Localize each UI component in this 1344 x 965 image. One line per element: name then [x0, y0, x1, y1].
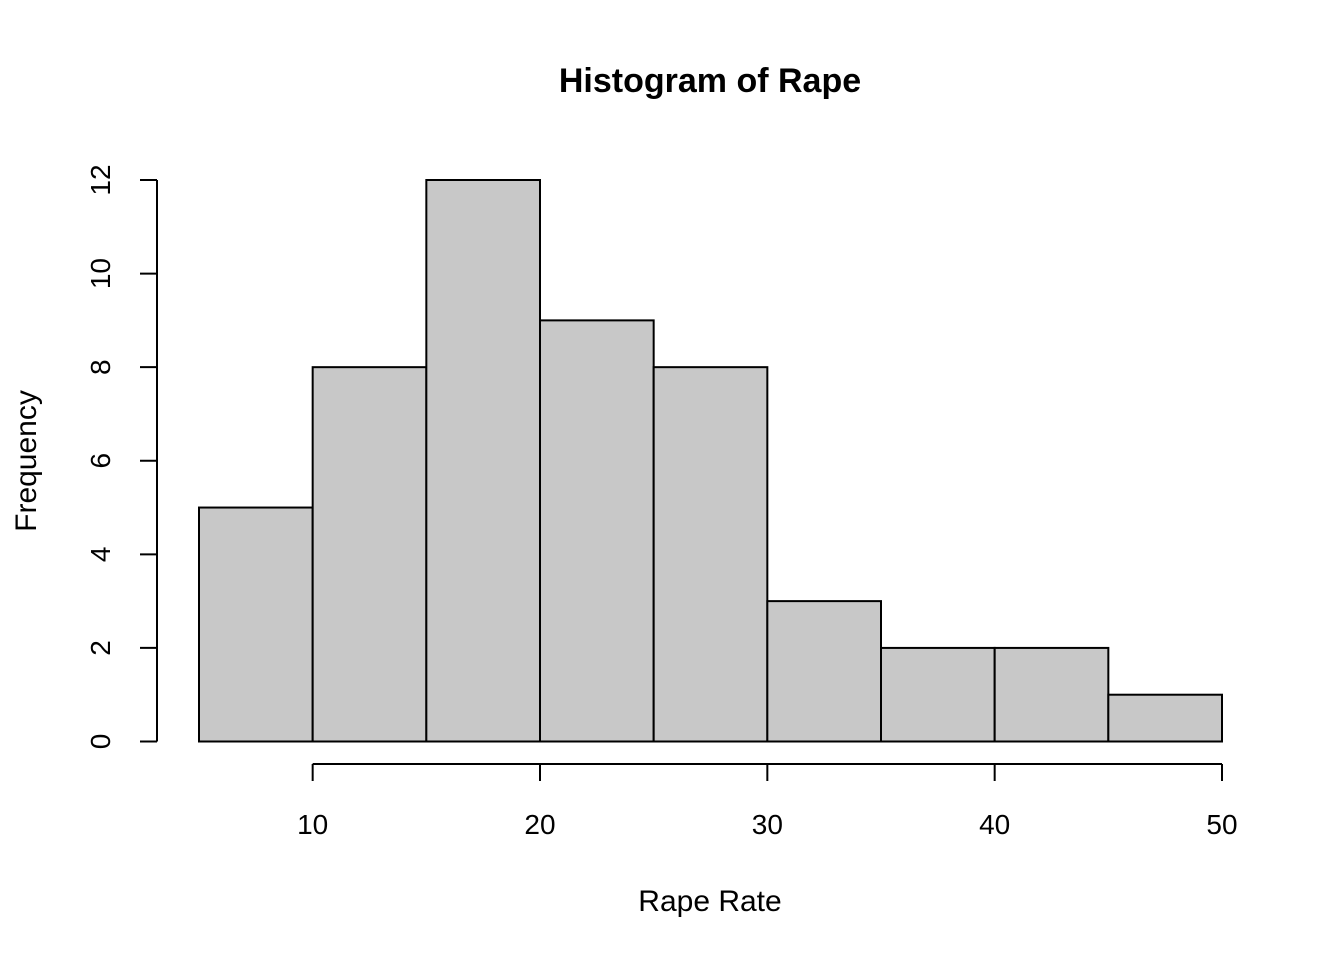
chart-title: Histogram of Rape — [559, 62, 861, 100]
x-tick-label: 30 — [752, 809, 783, 840]
y-tick-label: 4 — [85, 547, 116, 563]
y-tick-label: 10 — [85, 258, 116, 289]
histogram-bar-5 — [652, 366, 769, 743]
y-tick-label: 6 — [85, 453, 116, 469]
y-tick-label: 8 — [85, 359, 116, 375]
x-axis-label: Rape Rate — [638, 885, 781, 918]
histogram-bar-7 — [880, 646, 996, 743]
x-tick-label: 10 — [297, 809, 328, 840]
y-axis-label: Frequency — [10, 390, 43, 532]
x-tick-label: 40 — [979, 809, 1010, 840]
x-tick-label: 20 — [524, 809, 555, 840]
x-tick-label: 50 — [1206, 809, 1237, 840]
y-axis: 0 2 4 6 8 10 12 — [85, 164, 158, 750]
histogram-bar-3 — [425, 179, 542, 743]
histogram-bar-1 — [198, 506, 314, 743]
histogram-bar-8 — [993, 646, 1110, 743]
histogram-bar-2 — [311, 366, 428, 743]
y-tick-label: 2 — [85, 640, 116, 656]
histogram-bar-4 — [539, 319, 655, 743]
y-tick-label: 0 — [85, 734, 116, 750]
histogram-bar-6 — [766, 600, 882, 743]
histogram-bar-9 — [1107, 693, 1224, 743]
bars-group — [198, 179, 1224, 743]
y-tick-label: 12 — [85, 164, 116, 195]
x-axis: 10 20 30 40 50 — [297, 763, 1238, 840]
